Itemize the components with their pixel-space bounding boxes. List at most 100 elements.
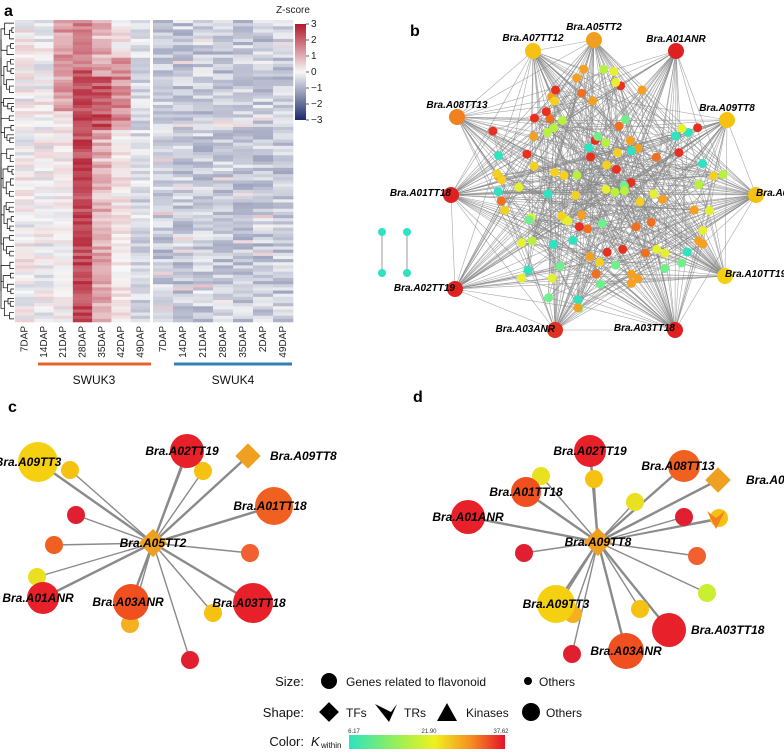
heatmap-cell [130,139,151,143]
heatmap-cell [213,35,234,40]
heatmap-cell [193,108,214,112]
heatmap-cell [34,114,54,118]
heatmap-cell [233,92,254,96]
network-node [542,127,552,137]
heatmap-cell [130,54,151,59]
heatmap-cell [53,79,74,84]
heatmap-cell [72,82,93,87]
heatmap-cell [233,243,254,247]
heatmap-cell [193,133,214,137]
heatmap-cell [15,262,35,266]
edge [600,71,615,285]
heatmap-cell [193,303,214,307]
heatmap-cell [72,167,93,172]
heatmap-cell [173,180,194,184]
heatmap-cell [213,123,234,128]
heatmap-cell [15,98,35,103]
heatmap-cell [130,35,151,40]
heatmap-cell [253,230,274,235]
heatmap-cell [273,117,294,121]
network-node [493,187,503,197]
heatmap-cell [72,189,93,194]
heatmap-cell [253,32,274,37]
network-node [497,175,507,185]
dendrogram-branch [9,154,14,162]
dendrogram-branch [9,301,14,307]
heatmap-cell [53,189,74,194]
heatmap-cell [15,274,35,279]
heatmap-cell [34,249,54,254]
heatmap-cell [173,306,194,310]
heatmap-cell [213,221,234,225]
heatmap-cell [233,208,254,213]
flavonoid-gene-node [668,450,700,482]
heatmap-cell [213,208,234,213]
edge [450,153,528,196]
heatmap-cell [15,67,35,71]
edge [450,194,600,263]
edge [588,147,646,254]
heatmap-cell [111,23,132,27]
heatmap-cell [153,211,174,216]
heatmap-cell [193,171,214,175]
edge [492,130,579,308]
heatmap-cell [15,51,35,55]
network-node [529,132,539,142]
flavonoid-gene-node [511,477,541,507]
gene-label: Bra.A05TT2 [120,536,187,550]
heatmap-cell [92,233,112,238]
heatmap-cell [253,35,274,40]
network-node [671,131,681,141]
heatmap-cell [34,193,54,197]
heatmap-cell [233,290,254,294]
dendrogram-branch [6,45,14,55]
heatmap-cell [153,252,174,257]
heatmap-cell [273,277,294,282]
heatmap-cell [72,309,93,313]
heatmap-cell [193,246,214,250]
heatmap-cell [130,101,151,106]
heatmap-cell [111,202,132,206]
heatmap-cell [173,224,194,228]
heatmap-cell [111,318,132,323]
hub-node [525,43,541,59]
hub-node [547,322,563,338]
heatmap-cell [111,26,132,30]
heatmap-cell [173,32,194,37]
heatmap-cell [193,92,214,96]
heatmap-cell [92,139,112,143]
network-node [649,189,659,199]
legend-color-tick-min: 6.17 [348,729,360,735]
heatmap-cell [253,174,274,178]
heatmap-cell [72,293,93,298]
edge [593,39,757,196]
heatmap-cell [213,38,234,43]
heatmap-cell [111,287,132,291]
heatmap-cell [72,54,93,59]
heatmap-cell [193,189,214,194]
edge [590,156,608,253]
heatmap-cell [173,215,194,219]
heatmap-cell [273,32,294,37]
net-c-edges [36,450,275,661]
heatmap-cell [72,312,93,317]
heatmap-cell [34,255,54,260]
heatmap-cell [92,211,112,216]
heatmap-cell [193,64,214,68]
heatmap-cell [233,186,254,191]
gene-label: Bra.A07TT12 [502,33,564,44]
heatmap-cell [111,224,132,228]
network-node [403,228,411,236]
edge [532,50,710,211]
heatmap-cell [34,299,54,304]
heatmap-cell [34,126,54,131]
edge [656,157,726,277]
heatmap-cell [15,180,35,184]
heatmap-cell [213,262,234,266]
heatmap-cell [111,114,132,118]
heatmap-cell [273,246,294,250]
dendrogram-branch [9,250,14,257]
heatmap-cell [15,164,35,169]
gene-label: Bra.A01ANR [2,591,74,605]
heatmap-cell [233,271,254,276]
